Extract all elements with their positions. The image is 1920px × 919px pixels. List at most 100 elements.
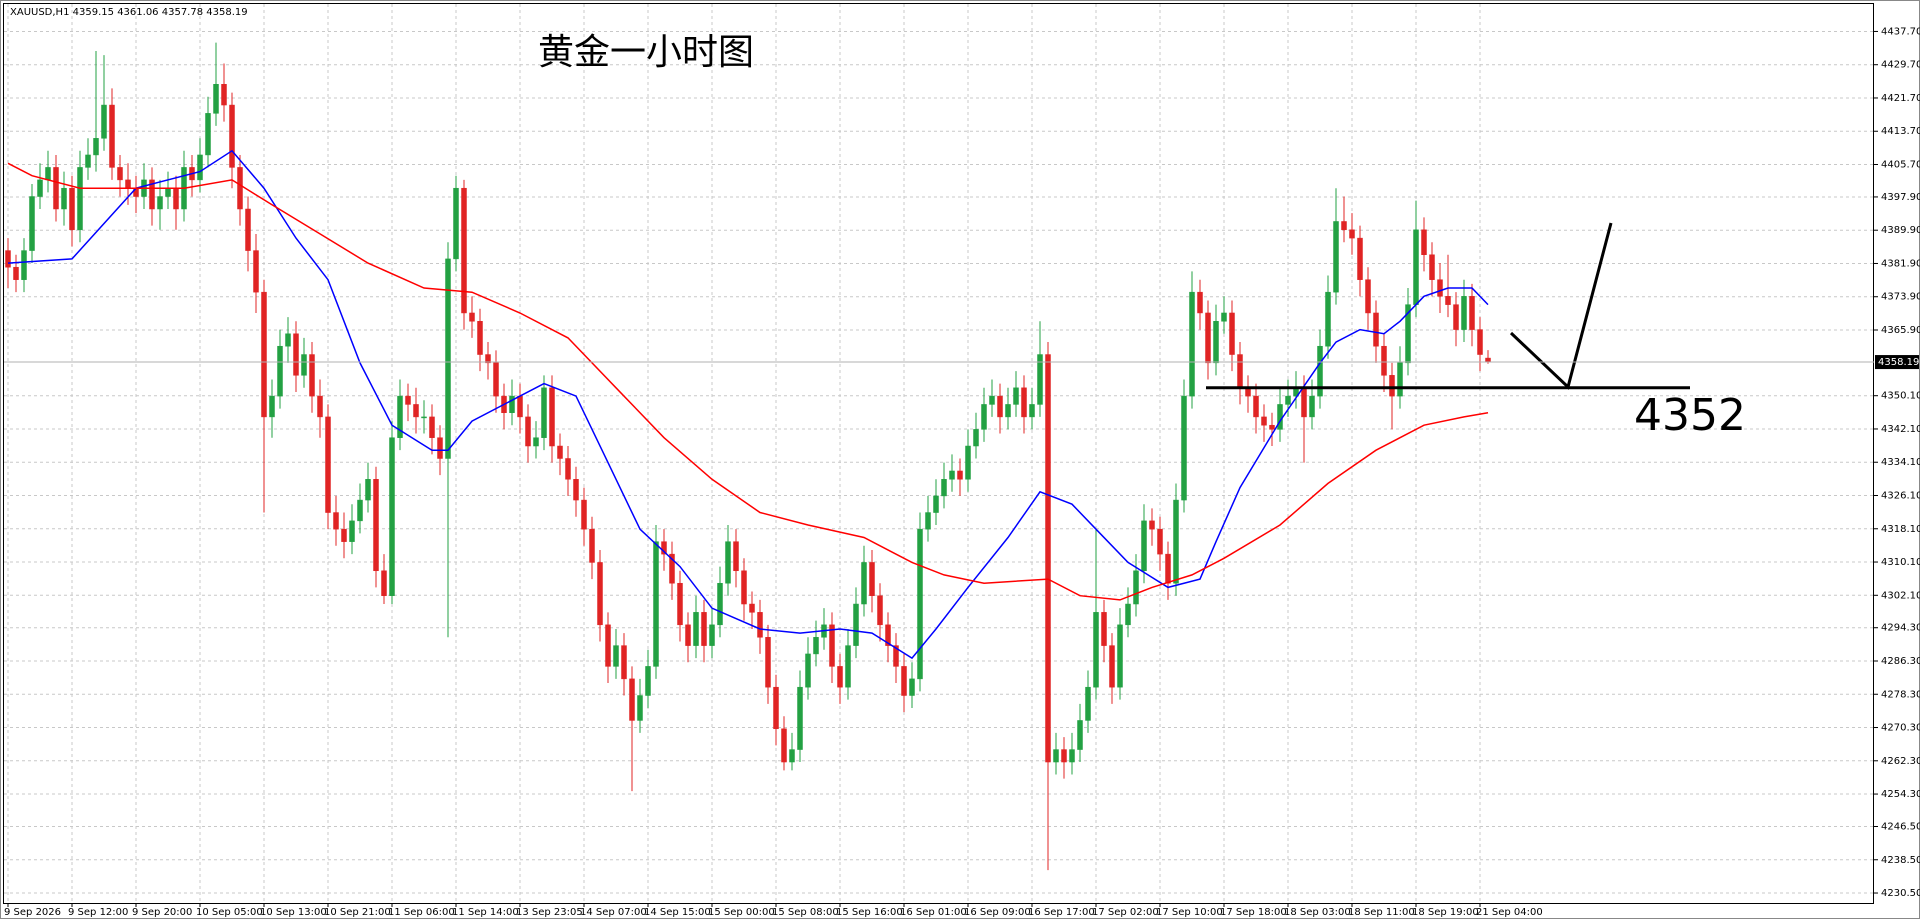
candle-body [765, 637, 771, 688]
candle-body [1277, 404, 1283, 430]
y-tick-label: 4246.50 [1881, 821, 1920, 832]
y-tick-label: 4286.30 [1881, 656, 1920, 667]
candle-body [949, 470, 955, 480]
symbol-header: XAUUSD,H1 4359.15 4361.06 4357.78 4358.1… [10, 7, 248, 18]
candle-body [1477, 329, 1483, 355]
y-tick-label: 4230.50 [1881, 888, 1920, 899]
candle-body [733, 541, 739, 572]
candle-body [1181, 395, 1187, 501]
candle-body [1309, 395, 1315, 418]
candle-body [421, 416, 427, 419]
x-tick-label: 18 Sep 19:00 [1412, 907, 1479, 918]
candle-body [1133, 570, 1139, 605]
candle-body [1117, 624, 1123, 688]
candle-body [37, 179, 43, 197]
x-tick-label: 9 Sep 12:00 [68, 907, 128, 918]
current-price-label: 4358.19 [1878, 357, 1919, 368]
y-tick-label: 4326.10 [1881, 490, 1920, 501]
candle-body [917, 528, 923, 680]
candle-body [317, 395, 323, 418]
candle-body [981, 404, 987, 430]
candle-body [445, 258, 451, 459]
candle-body [637, 695, 643, 721]
candle-body [1157, 528, 1163, 555]
candle-body [645, 666, 651, 696]
candle-body [701, 612, 707, 646]
candle-body [1405, 304, 1411, 364]
candle-body [717, 582, 723, 626]
y-tick-label: 4405.70 [1881, 160, 1920, 171]
candle-body [925, 512, 931, 530]
candle-body [1325, 291, 1331, 347]
y-tick-label: 4429.70 [1881, 60, 1920, 71]
candle-body [1205, 312, 1211, 364]
candle-body [373, 479, 379, 572]
x-tick-label: 21 Sep 04:00 [1476, 907, 1543, 918]
candle-body [69, 187, 75, 231]
candle-body [325, 416, 331, 513]
candle-body [1381, 345, 1387, 376]
candle-body [1357, 237, 1363, 280]
candle-body [1013, 387, 1019, 405]
candle-body [669, 553, 675, 584]
candle-body [813, 637, 819, 655]
candle-body [1141, 520, 1147, 572]
y-tick-label: 4310.10 [1881, 557, 1920, 568]
x-tick-label: 18 Sep 03:00 [1284, 907, 1351, 918]
symbol: XAUUSD,H1 [10, 7, 69, 18]
candle-body [1093, 612, 1099, 688]
x-tick-label: 18 Sep 11:00 [1348, 907, 1415, 918]
candle-body [629, 678, 635, 721]
y-tick-label: 4334.10 [1881, 457, 1920, 468]
candle-body [1053, 749, 1059, 763]
candle-body [677, 582, 683, 626]
candle-body [1213, 321, 1219, 364]
y-tick-label: 4373.90 [1881, 292, 1920, 303]
candle-body [173, 187, 179, 210]
candle-body [613, 645, 619, 667]
close: 4358.19 [206, 7, 247, 18]
moving-average-line [7, 149, 1489, 660]
candle-body [277, 345, 283, 397]
candle-body [773, 686, 779, 730]
candle-body [805, 653, 811, 688]
candle-body [1237, 354, 1243, 389]
candle-body [1429, 254, 1435, 280]
y-tick-label: 4381.90 [1881, 258, 1920, 269]
candle-body [85, 154, 91, 168]
y-tick-label: 4278.30 [1881, 689, 1920, 700]
candle-body [77, 167, 83, 231]
candle-body [861, 562, 867, 605]
candle-body [29, 196, 35, 251]
candle-body [229, 104, 235, 168]
candle-body [61, 187, 67, 210]
candle-body [485, 354, 491, 364]
candle-body [1269, 424, 1275, 430]
y-tick-label: 4254.30 [1881, 789, 1920, 800]
candle-body [1333, 221, 1339, 293]
candle-body [1253, 395, 1259, 418]
candle-body [1317, 345, 1323, 397]
x-tick-label: 17 Sep 02:00 [1092, 907, 1159, 918]
candle-body [597, 562, 603, 626]
candle-body [901, 666, 907, 696]
candle-body [1085, 686, 1091, 721]
candle-body [1005, 404, 1011, 418]
candle-body [1125, 603, 1131, 626]
candle-body [909, 678, 915, 696]
candle-body [285, 333, 291, 347]
candle-body [221, 84, 227, 106]
candle-body [1341, 221, 1347, 231]
candle-body [109, 104, 115, 168]
candle-body [541, 387, 547, 438]
candle-body [653, 541, 659, 667]
y-tick-label: 4350.10 [1881, 391, 1920, 402]
candle-body [997, 395, 1003, 418]
candle-body [437, 437, 443, 459]
y-tick-label: 4238.50 [1881, 855, 1920, 866]
candle-body [693, 612, 699, 646]
y-tick-label: 4318.10 [1881, 524, 1920, 535]
candle-body [53, 167, 59, 210]
candle-body [749, 603, 755, 613]
candle-body [213, 84, 219, 114]
